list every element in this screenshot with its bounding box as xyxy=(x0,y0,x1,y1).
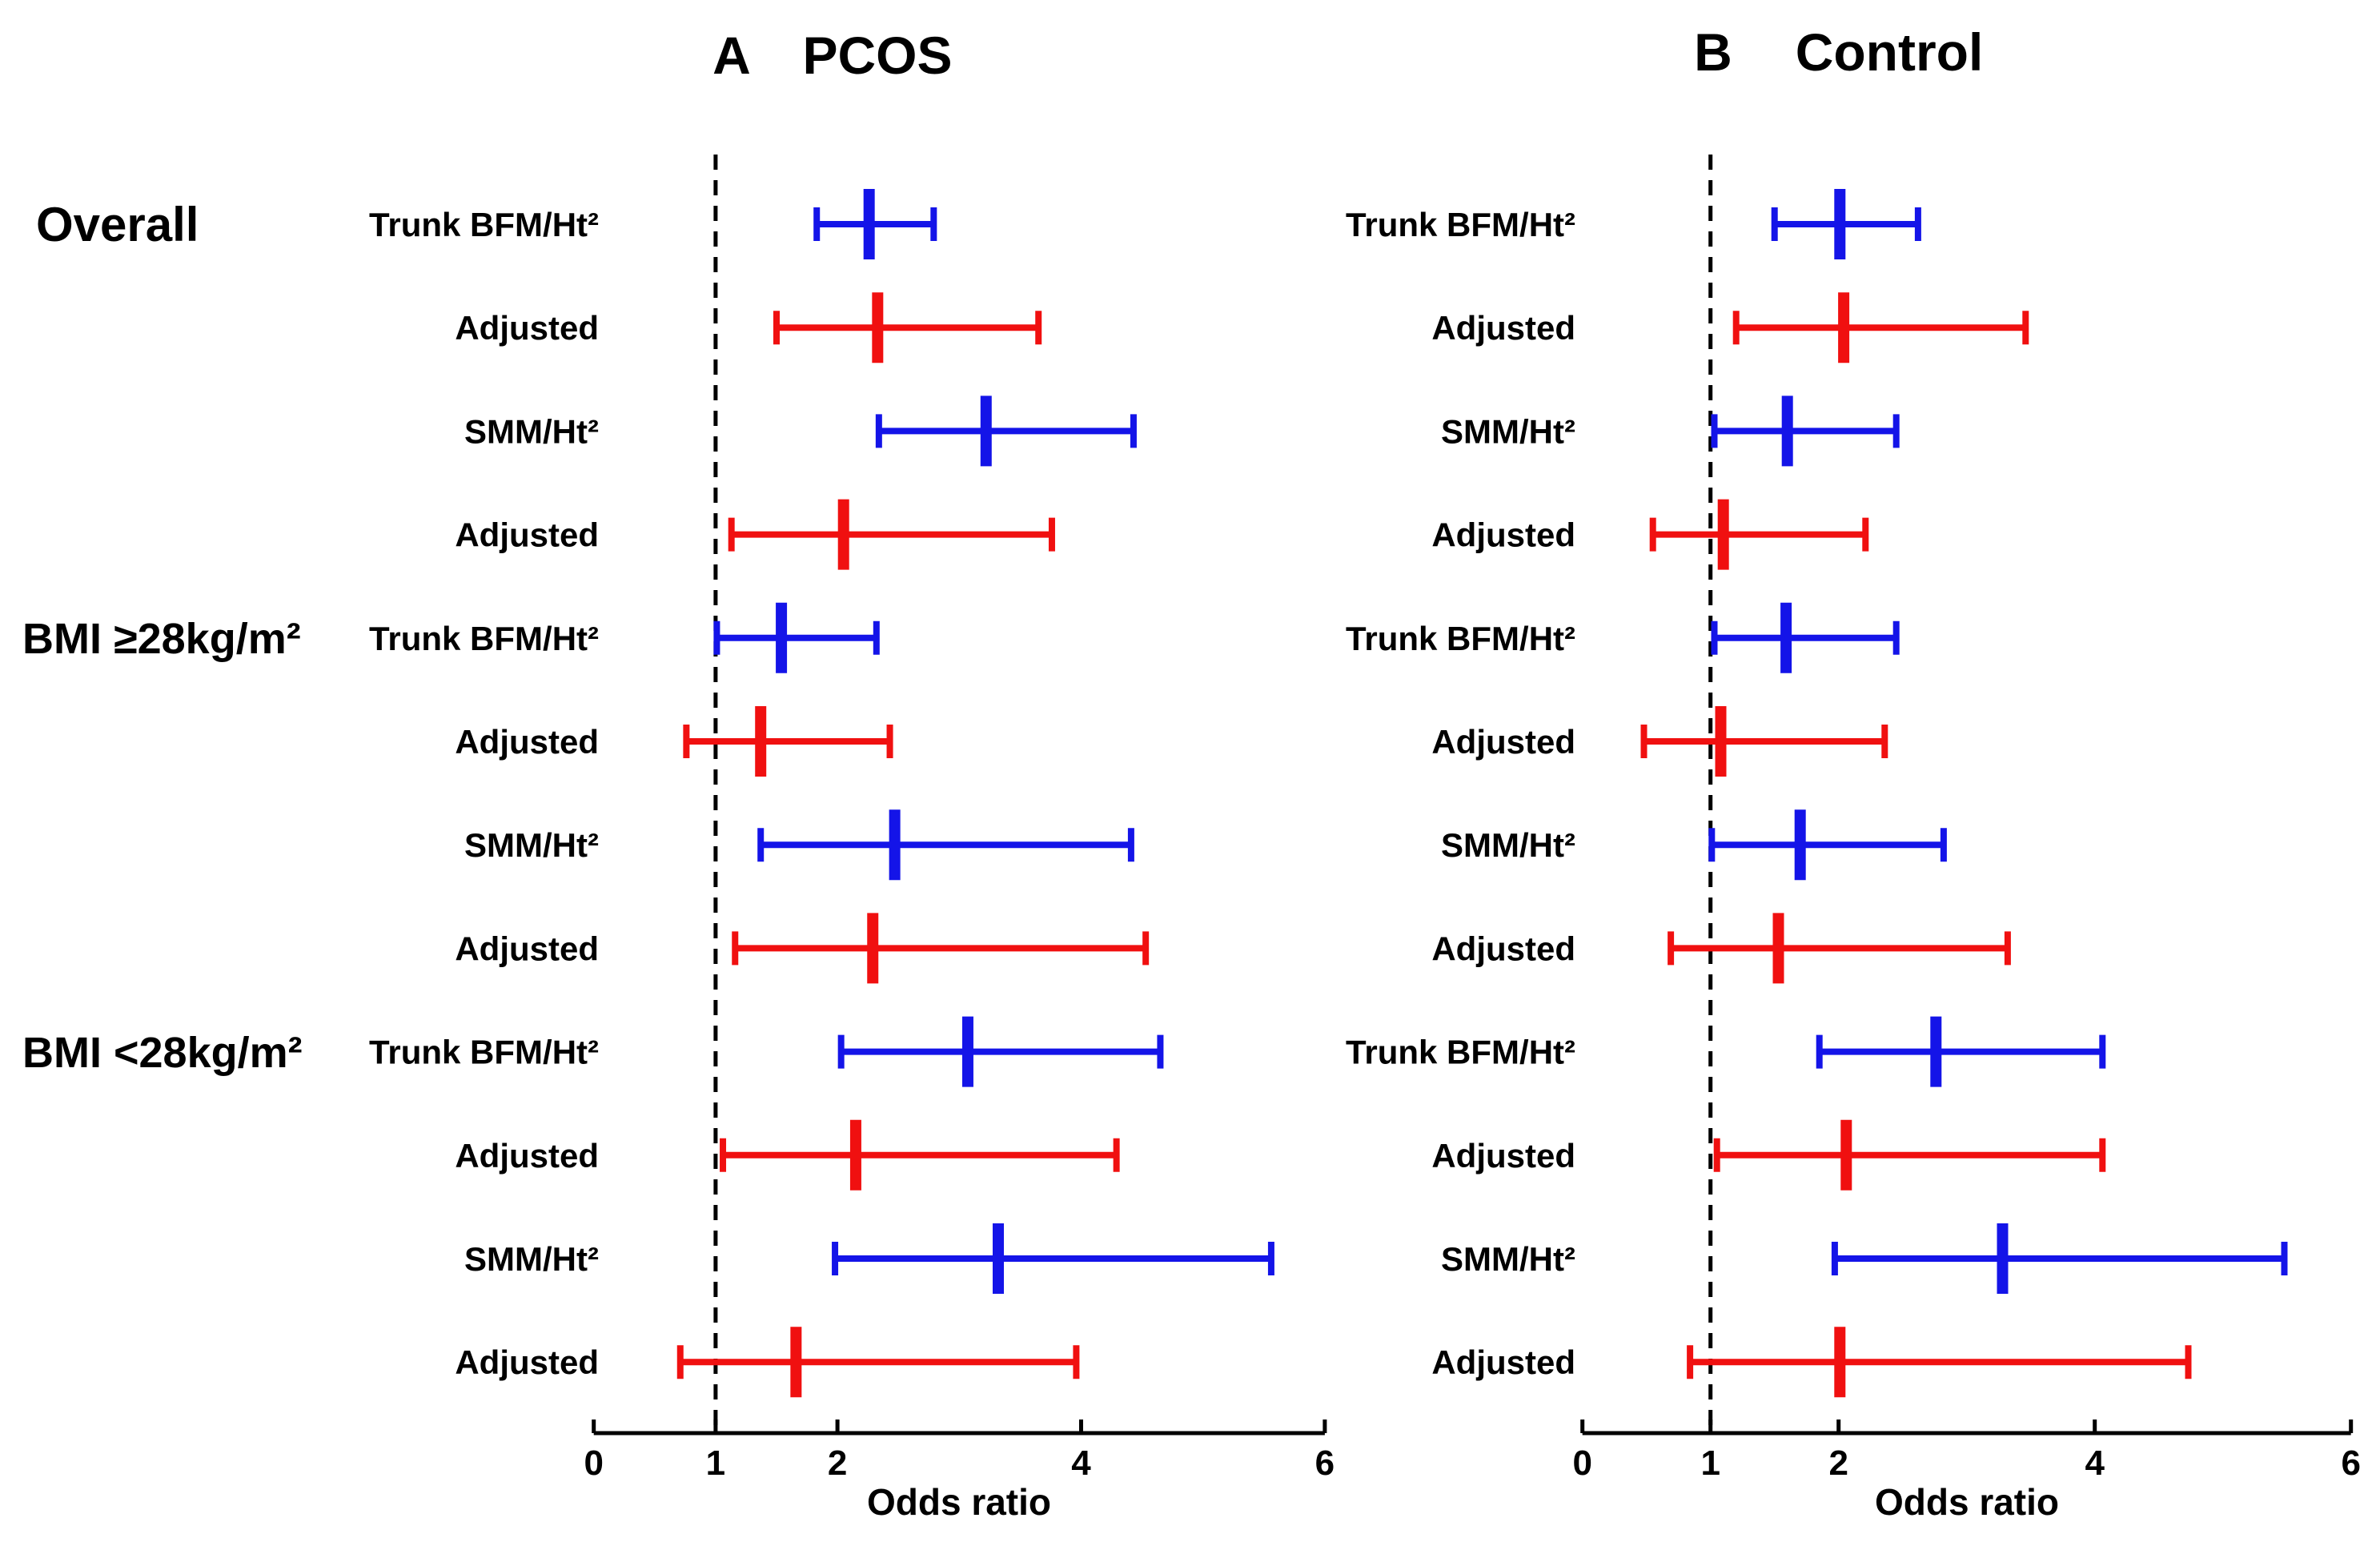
row-label: Adjusted xyxy=(1431,516,1575,554)
x-axis-tick-label: 0 xyxy=(1572,1444,1591,1483)
row-label: SMM/Ht² xyxy=(1441,1240,1575,1278)
row-label: Adjusted xyxy=(455,516,599,554)
x-axis-tick-label: 4 xyxy=(2085,1444,2105,1483)
row-label: Adjusted xyxy=(455,309,599,347)
panel-a-title: PCOS xyxy=(802,26,952,85)
x-axis-tick-label: 1 xyxy=(1700,1444,1720,1483)
row-label: Adjusted xyxy=(1431,1343,1575,1381)
row-label: SMM/Ht² xyxy=(464,826,599,864)
row-label: Trunk BFM/Ht² xyxy=(369,206,599,243)
panel-a-letter: A xyxy=(712,26,751,85)
x-axis-tick-label: 0 xyxy=(584,1444,603,1483)
row-label: Adjusted xyxy=(455,1343,599,1381)
row-label: SMM/Ht² xyxy=(1441,412,1575,450)
x-axis-tick-label: 1 xyxy=(706,1444,725,1483)
panel-b-title: Control xyxy=(1796,22,1984,82)
row-label: Trunk BFM/Ht² xyxy=(369,1034,599,1071)
x-axis-tick-label: 6 xyxy=(1315,1444,1334,1483)
row-label: SMM/Ht² xyxy=(1441,826,1575,864)
group-label-bmi-ge28: BMI ≥28kg/m² xyxy=(22,615,301,663)
row-label: Trunk BFM/Ht² xyxy=(369,620,599,657)
x-axis-label-b: Odds ratio xyxy=(1875,1481,2059,1523)
x-axis-tick-label: 2 xyxy=(1828,1444,1848,1483)
x-axis-label-a: Odds ratio xyxy=(867,1481,1051,1523)
row-label: Adjusted xyxy=(1431,309,1575,347)
row-label: Adjusted xyxy=(455,1137,599,1175)
group-label-overall: Overall xyxy=(36,198,199,251)
x-axis-tick-label: 6 xyxy=(2341,1444,2360,1483)
row-label: Adjusted xyxy=(455,723,599,761)
row-label: Trunk BFM/Ht² xyxy=(1346,1034,1575,1071)
group-label-bmi-lt28: BMI <28kg/m² xyxy=(22,1029,303,1077)
row-label: Trunk BFM/Ht² xyxy=(1346,206,1575,243)
row-label: Adjusted xyxy=(1431,723,1575,761)
row-label: SMM/Ht² xyxy=(464,1240,599,1278)
x-axis-tick-label: 4 xyxy=(1071,1444,1091,1483)
row-label: Adjusted xyxy=(1431,930,1575,967)
row-label: Adjusted xyxy=(1431,1137,1575,1175)
panel-b-letter: B xyxy=(1694,22,1732,82)
row-label: Trunk BFM/Ht² xyxy=(1346,620,1575,657)
x-axis-tick-label: 2 xyxy=(828,1444,847,1483)
row-label: SMM/Ht² xyxy=(464,412,599,450)
row-label: Adjusted xyxy=(455,930,599,967)
plot-marks-layer: 0 1 2 4 6 Trunk BFM/Ht² Adjusted SMM/Ht² Adjuste… xyxy=(369,155,2361,1483)
